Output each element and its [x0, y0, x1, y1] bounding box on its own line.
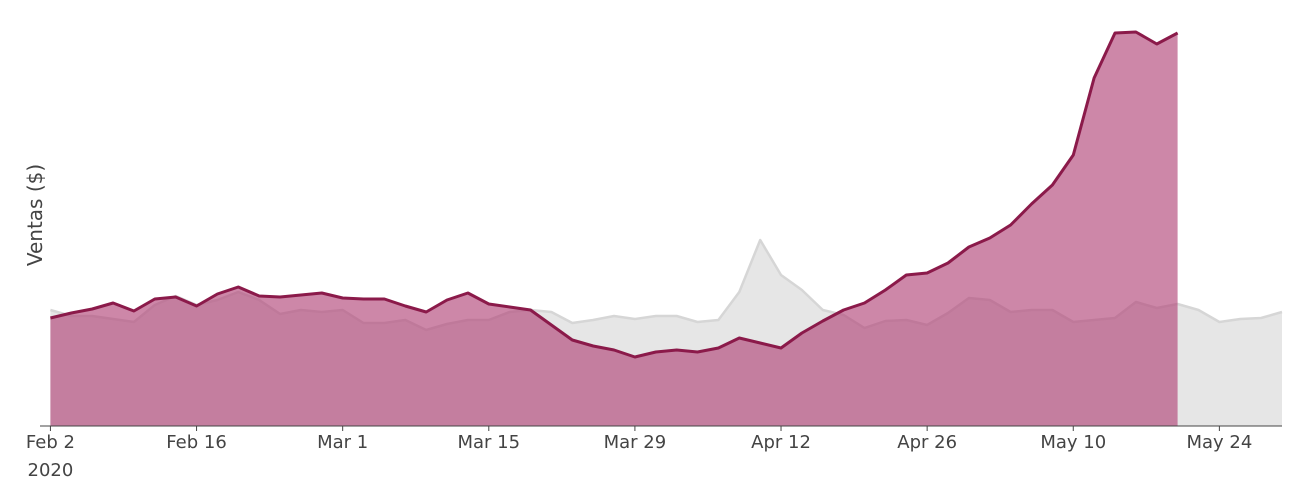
x-tick-label: Feb 2	[26, 432, 75, 453]
y-axis-label: Ventas ($)	[23, 164, 47, 266]
x-tick-label: Apr 12	[751, 432, 811, 453]
area-fill	[50, 32, 1178, 426]
x-tick-label: Mar 29	[604, 432, 667, 453]
area-line	[50, 30, 1179, 359]
x-tick-year: 2020	[28, 460, 74, 481]
x-tick-label: May 10	[1040, 432, 1106, 453]
x-tick-label: Apr 26	[897, 432, 957, 453]
x-tick-label: Mar 15	[457, 432, 520, 453]
x-tick-label: May 24	[1186, 432, 1252, 453]
x-tick-label: Mar 1	[317, 432, 368, 453]
x-tick-label: Feb 16	[166, 432, 227, 453]
